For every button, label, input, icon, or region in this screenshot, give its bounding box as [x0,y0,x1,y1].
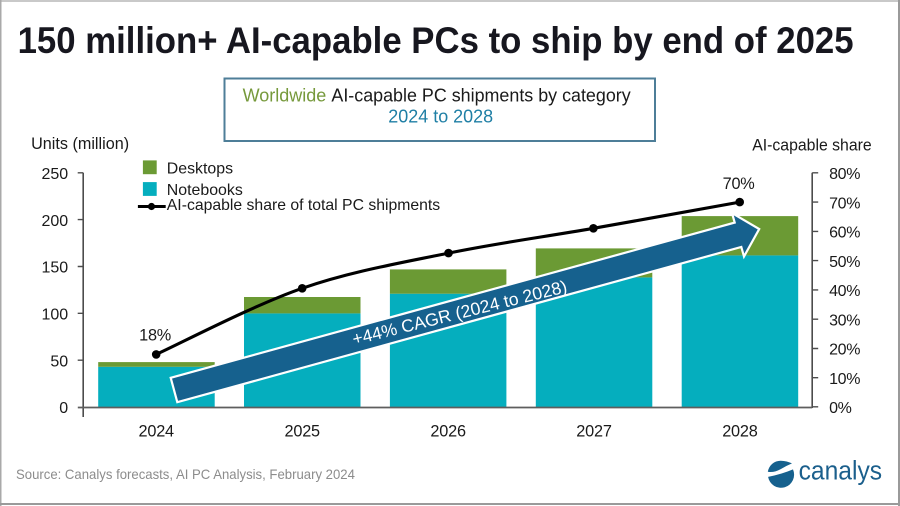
svg-text:AI-capable share: AI-capable share [752,137,872,155]
svg-text:70%: 70% [829,195,860,212]
svg-text:AI-capable PC shipments by cat: AI-capable PC shipments by category [331,85,630,105]
svg-text:250: 250 [41,166,68,183]
svg-text:70%: 70% [723,175,755,193]
svg-text:20%: 20% [829,342,860,359]
svg-text:AI-capable share of total PC s: AI-capable share of total PC shipments [167,197,440,214]
svg-text:canalys: canalys [799,455,883,485]
svg-text:Worldwide: Worldwide [243,85,327,105]
svg-text:2024 to 2028: 2024 to 2028 [388,106,493,126]
svg-text:200: 200 [41,213,68,230]
svg-text:Units (million): Units (million) [31,135,129,153]
svg-text:50%: 50% [829,254,860,271]
svg-text:Source: Canalys forecasts, AI: Source: Canalys forecasts, AI PC Analysi… [16,466,355,482]
svg-text:150: 150 [41,260,68,277]
svg-text:0%: 0% [829,400,852,417]
svg-text:40%: 40% [829,283,860,300]
svg-text:50: 50 [50,353,68,370]
svg-text:2024: 2024 [138,423,174,441]
svg-text:2025: 2025 [284,423,320,441]
svg-text:2027: 2027 [576,423,612,441]
svg-text:150 million+ AI-capable PCs to: 150 million+ AI-capable PCs to ship by e… [18,19,854,61]
svg-text:100: 100 [41,307,68,324]
svg-text:2026: 2026 [430,423,466,441]
svg-text:18%: 18% [139,327,171,345]
svg-text:2028: 2028 [722,423,758,441]
svg-text:Desktops: Desktops [167,161,233,178]
svg-text:0: 0 [59,400,68,417]
svg-text:Notebooks: Notebooks [167,182,243,199]
svg-text:30%: 30% [829,312,860,329]
svg-text:10%: 10% [829,371,860,388]
svg-text:80%: 80% [829,166,860,183]
svg-text:60%: 60% [829,225,860,242]
